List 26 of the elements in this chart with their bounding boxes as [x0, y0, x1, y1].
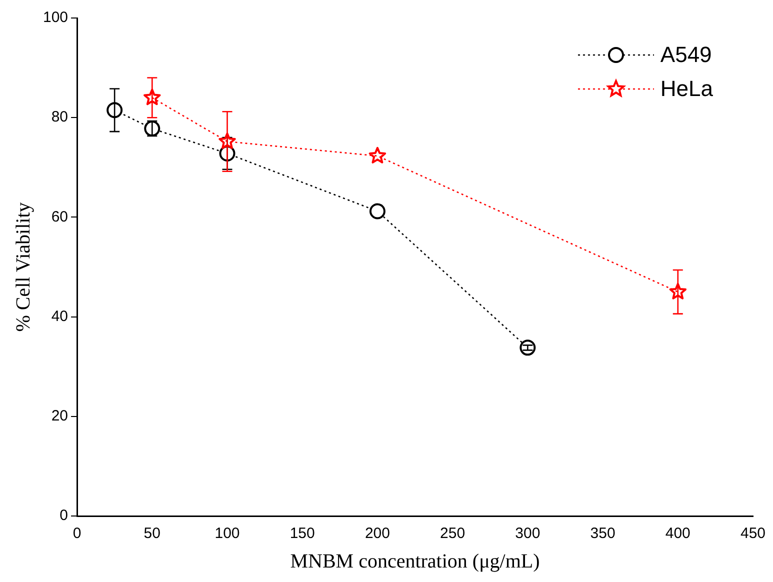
point — [106, 102, 123, 118]
x-tick-label: 450 — [740, 525, 766, 542]
x-tick-label: 150 — [290, 525, 315, 542]
point — [218, 132, 236, 149]
y-axis-title: % Cell Viability — [12, 202, 34, 332]
x-axis-title: MNBM concentration (μg/mL) — [290, 550, 540, 572]
legend-label: A549 — [660, 42, 712, 68]
x-tick-label: 50 — [144, 525, 160, 542]
x-tick-label: 400 — [665, 525, 690, 542]
x-tick-label: 350 — [590, 525, 616, 542]
y-tick-label: 100 — [42, 9, 68, 26]
y-tick-label: 0 — [60, 507, 68, 524]
x-tick-label: 100 — [214, 525, 240, 542]
point — [669, 282, 686, 300]
y-tick-label: 60 — [51, 208, 68, 226]
y-tick-label: 80 — [51, 108, 68, 126]
point — [368, 146, 386, 164]
y-tick-label: 40 — [51, 308, 68, 325]
x-tick-label: 0 — [72, 525, 82, 542]
point — [369, 203, 386, 220]
x-tick-label: 200 — [364, 525, 390, 542]
x-tick-label: 300 — [515, 525, 540, 542]
y-tick-label: 20 — [51, 408, 68, 425]
legend-label: HeLa — [660, 76, 713, 102]
point — [144, 88, 161, 106]
x-tick-label: 250 — [440, 525, 466, 542]
